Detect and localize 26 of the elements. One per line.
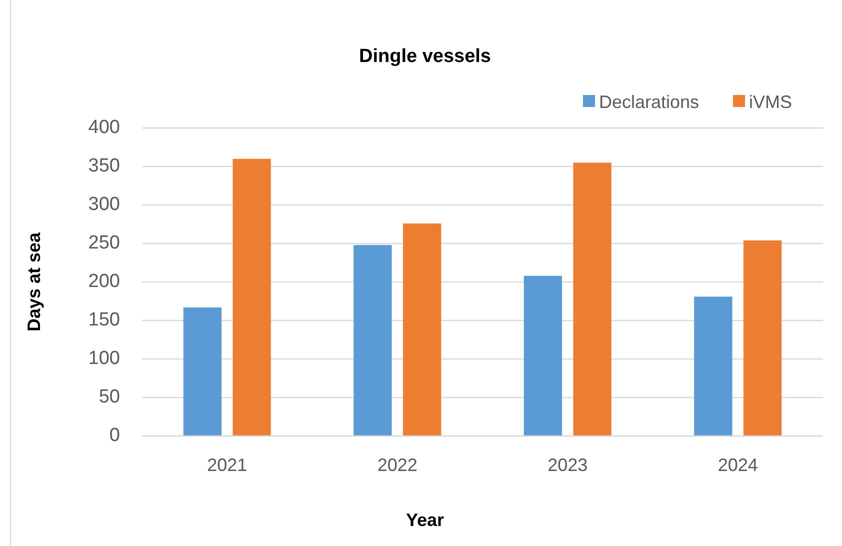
- x-tick-label: 2024: [718, 454, 758, 475]
- legend-label: iVMS: [749, 92, 792, 112]
- bar: [694, 296, 732, 436]
- x-tick-label: 2021: [207, 454, 248, 475]
- y-tick-label: 400: [88, 117, 120, 138]
- bar: [402, 223, 442, 436]
- y-tick-label: 50: [98, 386, 120, 408]
- chart-title: Dingle vessels: [358, 46, 492, 67]
- y-tick-label: 350: [88, 156, 120, 177]
- y-tick-label: 150: [88, 310, 120, 331]
- bar: [183, 307, 222, 436]
- bar: [573, 162, 612, 436]
- y-tick-label: 250: [88, 232, 120, 254]
- bar: [232, 158, 271, 436]
- bar: [524, 276, 562, 436]
- y-axis-title: Days at sea: [24, 231, 44, 332]
- y-tick-label: 100: [88, 348, 120, 370]
- bar: [743, 240, 782, 436]
- y-tick-label: 0: [109, 425, 120, 446]
- legend-label: Declarations: [599, 92, 700, 112]
- x-tick-label: 2022: [377, 454, 418, 475]
- bar: [354, 245, 392, 436]
- x-axis-title: Year: [406, 510, 444, 530]
- x-tick-label: 2023: [548, 454, 588, 475]
- y-tick-label: 200: [88, 271, 120, 292]
- y-tick-label: 300: [88, 194, 120, 216]
